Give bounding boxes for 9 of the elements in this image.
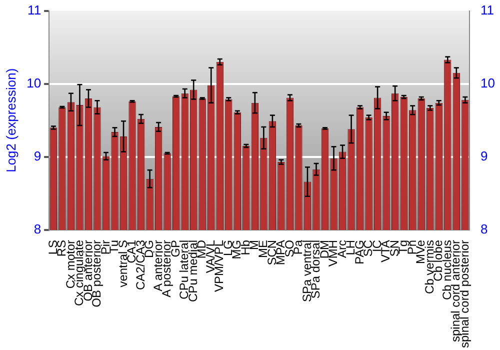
y-axis-title: Log2 (expression) — [3, 68, 18, 172]
y-tick-label: 8 — [34, 222, 42, 237]
y2-tick-label: 9 — [480, 148, 488, 164]
y-tick-label: 10 — [26, 75, 42, 90]
y-tick-label: 9 — [34, 148, 42, 164]
y2-tick-label: 8 — [480, 222, 488, 237]
y2-tick-label: 11 — [480, 2, 494, 18]
y-tick-label: 11 — [28, 2, 42, 18]
y2-tick-label: 10 — [480, 75, 496, 90]
